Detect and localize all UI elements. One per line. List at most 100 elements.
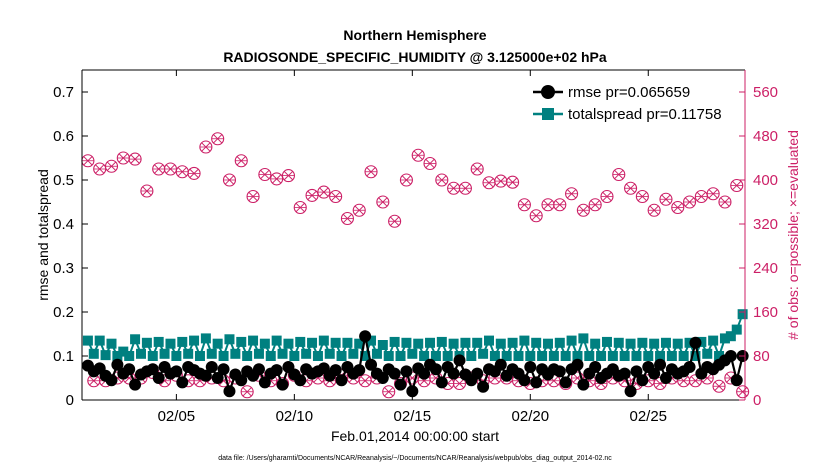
totalspread-point xyxy=(153,336,164,347)
totalspread-point xyxy=(601,336,612,347)
rmse-point xyxy=(400,365,413,378)
obs-evaluated-point xyxy=(176,167,189,177)
rmse-point xyxy=(447,367,460,380)
totalspread-point xyxy=(401,337,412,348)
obs-evaluated-point xyxy=(365,167,378,177)
obs-evaluated-point xyxy=(152,164,165,174)
obs-evaluated-point xyxy=(235,156,248,166)
obs-evaluated-point xyxy=(359,376,372,386)
totalspread-point xyxy=(507,337,518,348)
obs-evaluated-point xyxy=(530,211,543,221)
totalspread-point xyxy=(130,334,141,345)
totalspread-point xyxy=(206,348,217,359)
obs-evaluated-point xyxy=(247,191,260,202)
totalspread-point xyxy=(731,324,742,335)
obs-evaluated-point xyxy=(258,169,271,180)
obs-evaluated-point xyxy=(671,202,684,213)
totalspread-point xyxy=(725,331,736,342)
totalspread-point xyxy=(242,351,253,361)
obs-evaluated-point xyxy=(93,164,106,174)
totalspread-point xyxy=(124,351,135,361)
totalspread-point xyxy=(495,338,506,349)
totalspread-point xyxy=(714,351,725,361)
rmse-point xyxy=(589,361,602,373)
totalspread-point xyxy=(460,337,471,348)
totalspread-point xyxy=(484,335,495,346)
totalspread-point xyxy=(200,333,211,344)
totalspread-point xyxy=(513,351,524,361)
totalspread-point xyxy=(289,351,300,361)
right-tick-label: 240 xyxy=(753,260,778,277)
x-tick-label: 02/20 xyxy=(512,408,550,425)
totalspread-point xyxy=(430,351,441,361)
obs-evaluated-point xyxy=(412,150,425,160)
totalspread-point xyxy=(666,351,677,361)
totalspread-point xyxy=(649,338,660,349)
rmse-point xyxy=(577,378,590,391)
obs-evaluated-point xyxy=(648,205,661,215)
right-tick-label: 480 xyxy=(753,128,778,145)
obs-evaluated-point xyxy=(736,387,749,397)
rmse-point xyxy=(659,372,672,384)
legend-totalspread-label: totalspread pr=0.11758 xyxy=(568,106,722,123)
x-axis-ticks: 02/05 02/10 02/15 02/20 02/25 xyxy=(158,70,667,425)
right-tick-label: 560 xyxy=(753,84,778,101)
rmse-point xyxy=(689,336,702,349)
rmse-point xyxy=(654,358,667,371)
rmse-point xyxy=(530,376,543,389)
obs-evaluated-point xyxy=(565,189,578,199)
totalspread-point xyxy=(554,337,565,348)
totalspread-point xyxy=(702,348,713,359)
rmse-point xyxy=(170,365,183,378)
obs-evaluated-point xyxy=(494,176,507,186)
rmse-point xyxy=(270,364,283,377)
totalspread-point xyxy=(318,335,329,346)
obs-evaluated-point xyxy=(105,161,118,171)
obs-evaluated-point xyxy=(164,164,177,174)
legend-rmse-label: rmse pr=0.065659 xyxy=(568,84,690,101)
totalspread-point xyxy=(248,335,259,346)
obs-evaluated-point xyxy=(424,158,437,169)
y-axis-right-label: # of obs: o=possible; ×=evaluated xyxy=(785,130,801,340)
totalspread-point xyxy=(472,337,483,348)
legend-rmse-marker xyxy=(541,85,555,99)
obs-evaluated-point xyxy=(553,200,566,210)
totalspread-point xyxy=(678,351,689,361)
y-axis-left-label: rmse and totalspread xyxy=(35,169,51,301)
left-tick-label: 0.3 xyxy=(53,260,74,277)
rmse-point xyxy=(518,374,531,387)
rmse-point xyxy=(129,378,142,391)
totalspread-point xyxy=(354,338,365,349)
left-tick-label: 0.1 xyxy=(53,348,74,365)
totalspread-point xyxy=(607,351,618,361)
totalspread-point xyxy=(389,336,400,347)
totalspread-point xyxy=(94,335,105,346)
rmse-point xyxy=(211,372,224,384)
rmse-point xyxy=(571,358,584,371)
totalspread-point xyxy=(489,351,500,361)
legend: rmse pr=0.065659 totalspread pr=0.11758 xyxy=(528,77,738,127)
left-axis-ticks: 0 0.1 0.2 0.3 0.4 0.5 0.6 0.7 xyxy=(53,84,88,409)
left-tick-label: 0.4 xyxy=(53,216,74,233)
rmse-point xyxy=(724,350,737,362)
totalspread-point xyxy=(590,338,601,349)
totalspread-point xyxy=(82,335,93,346)
totalspread-point xyxy=(236,336,247,347)
rmse-point xyxy=(276,378,289,391)
totalspread-point xyxy=(407,348,418,359)
obs-evaluated-point xyxy=(81,156,94,166)
rmse-point xyxy=(524,361,537,373)
obs-evaluated-point xyxy=(713,381,726,391)
totalspread-point xyxy=(442,351,453,361)
totalspread-point xyxy=(307,337,318,348)
totalspread-point xyxy=(312,351,323,361)
obs-evaluated-point xyxy=(306,190,319,201)
totalspread-point xyxy=(330,337,341,348)
totalspread-point xyxy=(112,351,123,361)
obs-evaluated-point xyxy=(294,202,307,213)
rmse-point xyxy=(624,385,637,398)
totalspread-point xyxy=(147,351,158,361)
totalspread-point xyxy=(100,350,111,361)
obs-evaluated-point xyxy=(683,197,696,207)
totalspread-point xyxy=(360,351,371,361)
